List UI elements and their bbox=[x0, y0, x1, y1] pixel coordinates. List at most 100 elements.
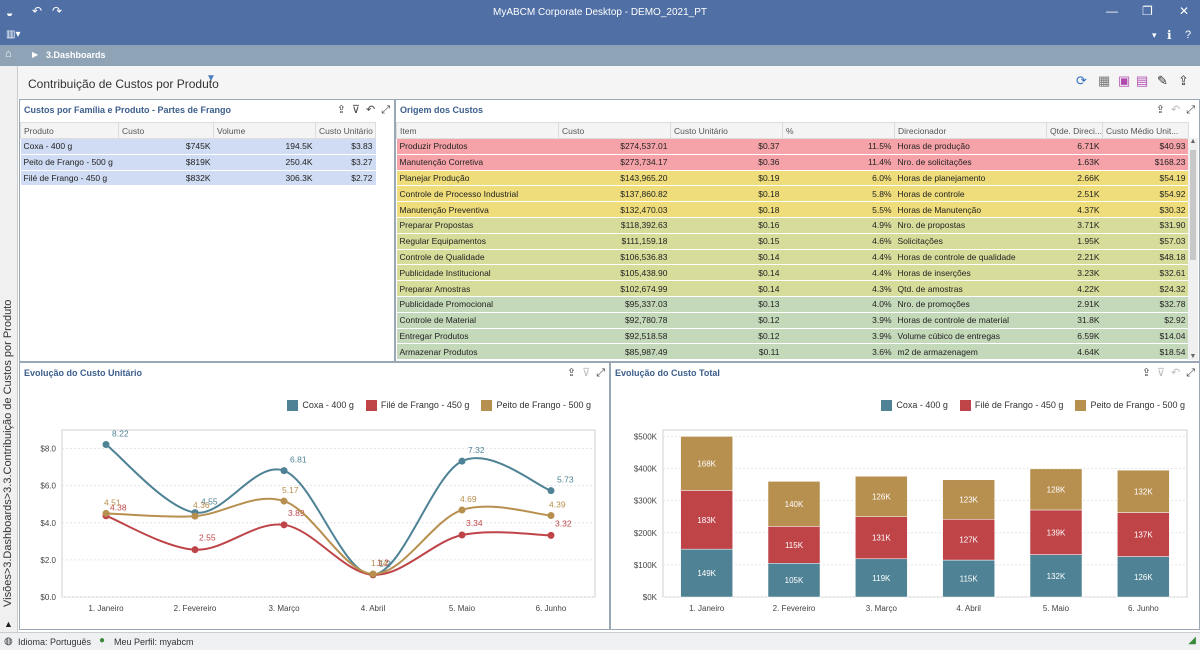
profile-status[interactable]: Meu Perfil: myabcm bbox=[114, 637, 194, 647]
series-line bbox=[105, 443, 552, 576]
language-status[interactable]: Idioma: Português bbox=[18, 637, 92, 647]
maximize-icon[interactable]: ⤢ bbox=[381, 104, 390, 116]
legend-item[interactable]: Peito de Frango - 500 g bbox=[1075, 400, 1185, 412]
legend-item[interactable]: Peito de Frango - 500 g bbox=[481, 400, 591, 412]
undo-icon[interactable]: ↶ bbox=[1170, 104, 1181, 116]
legend-item[interactable]: Filé de Frango - 450 g bbox=[959, 400, 1063, 412]
scroll-down-icon[interactable]: ▼ bbox=[1189, 353, 1197, 360]
resize-grip-icon[interactable]: ◢ bbox=[1188, 635, 1196, 646]
export-icon[interactable]: ⇪ bbox=[1155, 104, 1165, 116]
data-label: 7.32 bbox=[468, 445, 485, 455]
save-as-icon[interactable]: ▤ bbox=[1136, 73, 1149, 88]
stacked-bar-chart: $0K $100K $200K $300K $400K $500K 1. Janeiro 14… bbox=[634, 429, 1188, 613]
undo-icon[interactable]: ↶ bbox=[1170, 367, 1181, 379]
layout-menu-icon[interactable]: ▥▾ bbox=[6, 29, 21, 40]
legend-label: Coxa - 400 g bbox=[896, 400, 948, 410]
plot-area bbox=[61, 429, 596, 598]
column-header[interactable]: Custo Unitário bbox=[315, 122, 376, 139]
info-icon[interactable]: ℹ bbox=[1167, 28, 1172, 42]
collapse-arrow-icon[interactable]: ▲ bbox=[4, 619, 13, 629]
vertical-scrollbar[interactable]: ▲ ▼ bbox=[1188, 138, 1198, 360]
column-header[interactable]: Custo Médio Unit... bbox=[1102, 122, 1189, 139]
y-tick-label: $8.0 bbox=[40, 445, 56, 454]
table-cell: $0.15 bbox=[670, 233, 783, 250]
scroll-up-icon[interactable]: ▲ bbox=[1189, 138, 1197, 145]
table-row[interactable]: Entregar Produtos $92,518.58 $0.12 3.9% Volu… bbox=[396, 328, 1189, 345]
table-cell: $819K bbox=[118, 154, 214, 171]
save-icon[interactable]: ▣ bbox=[1118, 73, 1131, 88]
table-row[interactable]: Publicidade Promocional $95,337.03 $0.13 4.… bbox=[396, 296, 1189, 313]
table-row[interactable]: Controle de Qualidade $106,536.83 $0.14 4.4… bbox=[396, 249, 1189, 266]
table-cell: $0.16 bbox=[670, 217, 783, 234]
column-header[interactable]: Custo bbox=[118, 122, 214, 139]
clear-filter-icon[interactable]: ⊽ bbox=[1156, 367, 1165, 379]
table-row[interactable]: Armazenar Produtos $85,987.49 $0.11 3.6% m2 … bbox=[396, 343, 1189, 361]
column-header[interactable]: Custo bbox=[558, 122, 671, 139]
table-row[interactable]: Controle de Processo Industrial $137,860.… bbox=[396, 185, 1189, 203]
export-icon[interactable]: ⇪ bbox=[336, 104, 346, 116]
legend-item[interactable]: Coxa - 400 g bbox=[881, 400, 948, 412]
bar-value-label: 123K bbox=[959, 496, 978, 505]
grid-icon[interactable]: ▦ bbox=[1098, 73, 1111, 88]
restore-icon[interactable]: ❐ bbox=[1142, 4, 1153, 18]
table-row[interactable]: Preparar Amostras $102,674.99 $0.14 4.3% Qtd… bbox=[396, 280, 1189, 297]
column-header[interactable]: Produto bbox=[20, 122, 119, 139]
table-cell: 250.4K bbox=[213, 154, 316, 171]
legend-item[interactable]: Filé de Frango - 450 g bbox=[365, 400, 469, 412]
expand-arrow-icon[interactable]: ▶ bbox=[32, 50, 39, 59]
table-row[interactable]: Publicidade Institucional $105,438.90 $0.1… bbox=[396, 264, 1189, 282]
bar-segment bbox=[1117, 512, 1170, 557]
undo-icon[interactable]: ↶ bbox=[32, 4, 43, 18]
bar-value-label: 183K bbox=[697, 516, 716, 525]
data-point bbox=[280, 497, 288, 505]
table-row[interactable]: Peito de Frango - 500 g $819K 250.4K $3.27 bbox=[20, 154, 376, 171]
clear-filter-icon[interactable]: ⊽ bbox=[351, 104, 360, 116]
maximize-icon[interactable]: ⤢ bbox=[1186, 104, 1195, 116]
table-cell: $54.19 bbox=[1102, 170, 1189, 187]
table-cell: Regular Equipamentos bbox=[396, 233, 559, 250]
edit-icon[interactable]: ✎ bbox=[1157, 73, 1168, 88]
column-header[interactable]: % bbox=[782, 122, 895, 139]
sidebar-path-label[interactable]: Visões>3.Dashboards>3.3.Contribuição de … bbox=[2, 299, 14, 607]
column-header[interactable]: Qtde. Direci... bbox=[1046, 122, 1103, 139]
table-row[interactable]: Controle de Material $92,780.78 $0.12 3.9% H… bbox=[396, 312, 1189, 329]
clear-filter-icon[interactable]: ⊽ bbox=[582, 367, 591, 379]
breadcrumb[interactable]: 3.Dashboards bbox=[46, 50, 106, 60]
maximize-icon[interactable]: ⤢ bbox=[596, 367, 605, 379]
help-icon[interactable]: ? bbox=[1185, 29, 1192, 41]
scroll-thumb[interactable] bbox=[1190, 150, 1196, 260]
home-icon[interactable]: ⌂ bbox=[5, 48, 12, 60]
table-row[interactable]: Produzir Produtos $274,537.01 $0.37 11.5% Ho… bbox=[396, 138, 1189, 155]
table-row[interactable]: Manutenção Corretiva $273,734.17 $0.36 11.4… bbox=[396, 154, 1189, 171]
y-tick-label: $4.0 bbox=[40, 519, 56, 528]
maximize-icon[interactable]: ⤢ bbox=[1186, 367, 1195, 379]
export-icon[interactable]: ⇪ bbox=[1178, 73, 1189, 88]
table-row[interactable]: Filé de Frango - 450 g $832K 306.3K $2.72 bbox=[20, 170, 376, 187]
dropdown-icon[interactable]: ▾ bbox=[1152, 30, 1157, 40]
table-cell: Horas de planejamento bbox=[894, 170, 1047, 187]
legend-item[interactable]: Coxa - 400 g bbox=[287, 400, 354, 412]
column-header[interactable]: Volume bbox=[213, 122, 316, 139]
redo-icon[interactable]: ↷ bbox=[52, 4, 63, 18]
minimize-icon[interactable]: — bbox=[1106, 4, 1118, 18]
column-header[interactable]: Custo Unitário bbox=[670, 122, 783, 139]
column-header[interactable]: Item bbox=[396, 122, 559, 139]
refresh-icon[interactable]: ⟳ bbox=[1076, 73, 1087, 88]
close-icon[interactable]: ✕ bbox=[1179, 4, 1190, 18]
export-icon[interactable]: ⇪ bbox=[1141, 367, 1151, 379]
table-row[interactable]: Manutenção Preventiva $132,470.03 $0.18 5.5… bbox=[396, 201, 1189, 218]
panel-cost-origin: Origem dos Custos ⇪ ↶ ⤢ Item Custo Custo Uni… bbox=[395, 99, 1200, 362]
undo-icon[interactable]: ↶ bbox=[365, 104, 376, 116]
table-row[interactable]: Regular Equipamentos $111,159.18 $0.15 4.6%… bbox=[396, 233, 1189, 250]
page-title: Contribuição de Custos por Produto bbox=[28, 77, 219, 91]
export-icon[interactable]: ⇪ bbox=[566, 367, 577, 379]
table-cell: 6.71K bbox=[1046, 138, 1103, 155]
table-row[interactable]: Coxa - 400 g $745K 194.5K $3.83 bbox=[20, 138, 376, 155]
table-cell: 3.6% bbox=[782, 343, 895, 361]
filter-icon[interactable]: ▼ bbox=[206, 73, 216, 84]
table-row[interactable]: Planejar Produção $143,965.20 $0.19 6.0% Hor… bbox=[396, 170, 1189, 187]
column-header[interactable]: Direcionador bbox=[894, 122, 1047, 139]
table-row[interactable]: Preparar Propostas $118,392.63 $0.16 4.9% Nr… bbox=[396, 217, 1189, 234]
table-cell: Manutenção Preventiva bbox=[396, 201, 559, 218]
legend-swatch bbox=[365, 400, 377, 412]
